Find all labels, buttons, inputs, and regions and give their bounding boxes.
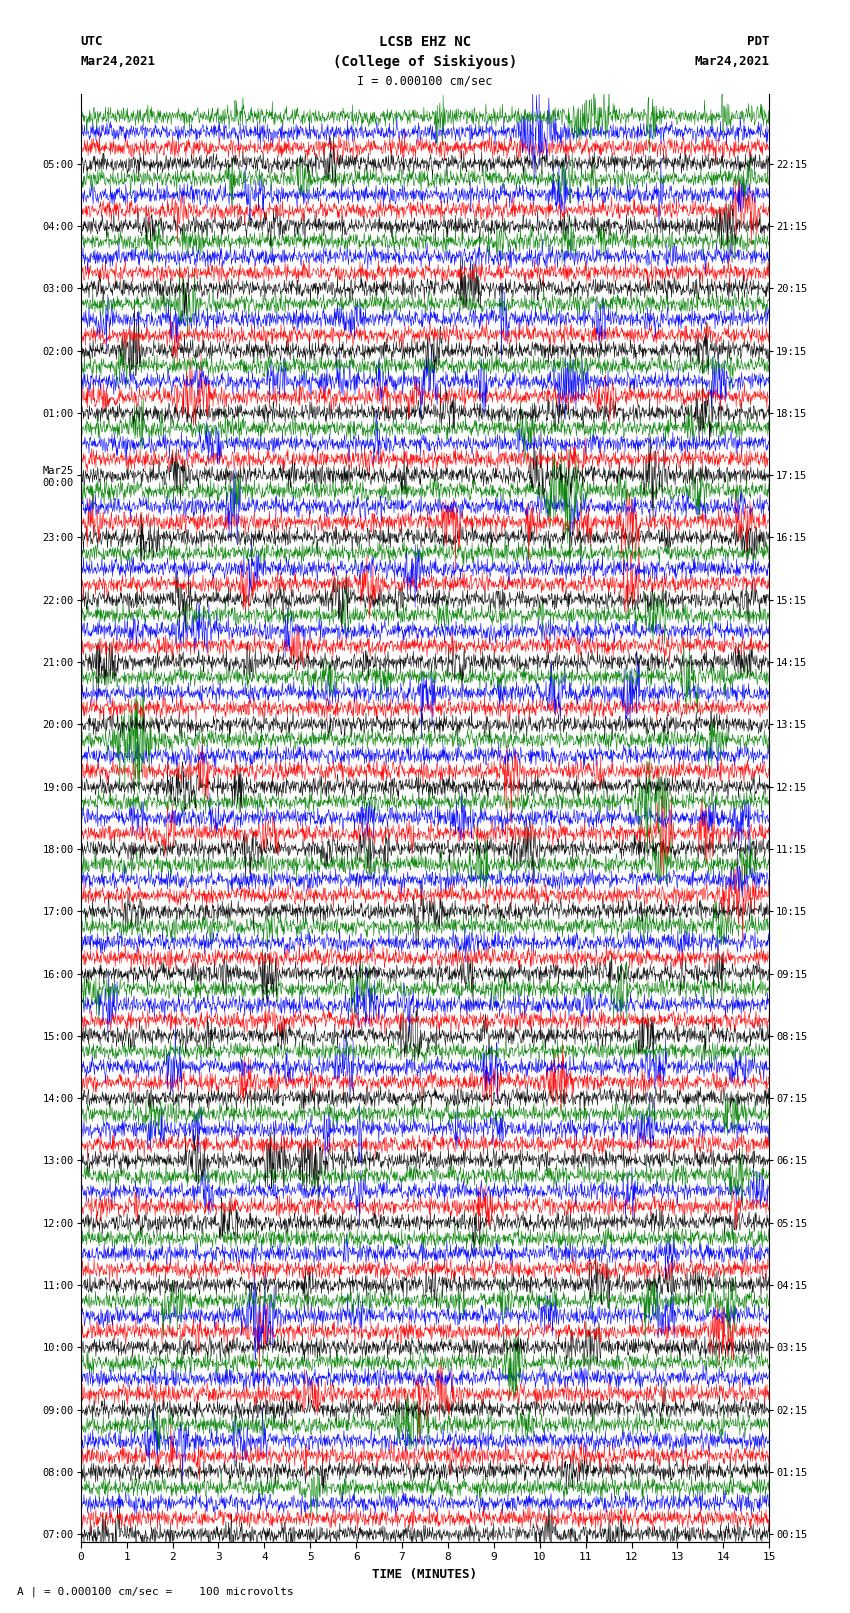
Text: LCSB EHZ NC: LCSB EHZ NC: [379, 35, 471, 50]
Text: Mar24,2021: Mar24,2021: [81, 55, 156, 68]
X-axis label: TIME (MINUTES): TIME (MINUTES): [372, 1568, 478, 1581]
Text: Mar24,2021: Mar24,2021: [694, 55, 769, 68]
Text: A | = 0.000100 cm/sec =    100 microvolts: A | = 0.000100 cm/sec = 100 microvolts: [17, 1586, 294, 1597]
Text: (College of Siskiyous): (College of Siskiyous): [333, 55, 517, 69]
Text: I = 0.000100 cm/sec: I = 0.000100 cm/sec: [357, 74, 493, 87]
Text: UTC: UTC: [81, 35, 103, 48]
Text: PDT: PDT: [747, 35, 769, 48]
